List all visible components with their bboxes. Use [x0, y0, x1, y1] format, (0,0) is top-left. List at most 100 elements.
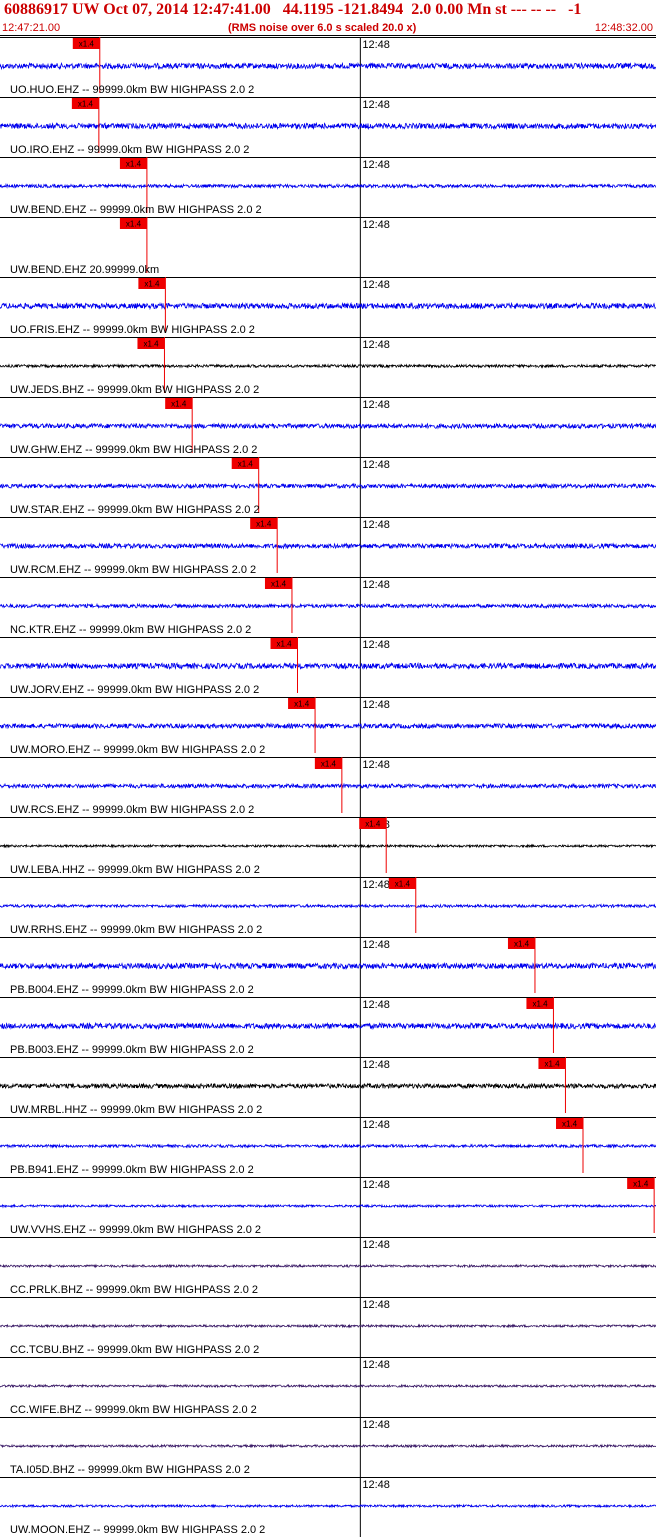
trace-panel: 12:48 x1.4 UW.BEND.EHZ -- 99999.0km BW HIG…	[0, 157, 656, 217]
pick-label: x1.4	[126, 160, 142, 169]
minute-tick-label: 12:48	[362, 159, 390, 171]
channel-label: UO.IRO.EHZ -- 99999.0km BW HIGHPASS 2.0 …	[10, 144, 249, 156]
minute-tick-label: 12:48	[362, 399, 390, 411]
header: 60886917 UW Oct 07, 2014 12:47:41.00 44.…	[0, 0, 656, 36]
waveform-trace	[0, 782, 656, 790]
waveform-trace	[0, 1383, 656, 1389]
trace-panel: 12:48 x1.4 UW.RCS.EHZ -- 99999.0km BW HIGH…	[0, 757, 656, 817]
channel-label: UW.MORO.EHZ -- 99999.0km BW HIGHPASS 2.0…	[10, 744, 265, 756]
minute-tick-label: 12:48	[362, 759, 390, 771]
minute-tick-label: 12:48	[362, 1479, 390, 1491]
trace-panel: 12:48 x1.4 UW.STAR.EHZ -- 99999.0km BW HIG…	[0, 457, 656, 517]
waveform-trace	[0, 301, 656, 311]
channel-label: UW.MRBL.HHZ -- 99999.0km BW HIGHPASS 2.0…	[10, 1104, 262, 1116]
minute-tick-label: 12:48	[362, 639, 390, 651]
waveform-trace	[0, 1021, 656, 1031]
pick-flag	[119, 158, 147, 169]
pick-label: x1.4	[271, 580, 287, 589]
pick-flag	[359, 818, 387, 829]
minute-tick-label: 12:48	[362, 879, 390, 891]
pick-flag	[538, 1058, 566, 1069]
trace-panel: 12:48 x1.4 PB.B004.EHZ -- 99999.0km BW HIG…	[0, 937, 656, 997]
minute-tick-label: 12:48	[362, 699, 390, 711]
pick-flag	[556, 1118, 584, 1129]
pick-label: x1.4	[277, 640, 293, 649]
start-time: 12:47:21.00	[2, 22, 61, 34]
channel-label: UW.LEBA.HHZ -- 99999.0km BW HIGHPASS 2.0…	[10, 864, 260, 876]
channel-label: PB.B941.EHZ -- 99999.0km BW HIGHPASS 2.0…	[10, 1164, 254, 1176]
pick-label: x1.4	[79, 40, 95, 49]
waveform-trace	[0, 542, 656, 550]
channel-label: PB.B003.EHZ -- 99999.0km BW HIGHPASS 2.0…	[10, 1044, 254, 1056]
trace-panel: 12:48 x1.4 UW.BEND.EHZ 20.99999.0km	[0, 217, 656, 277]
pick-label: x1.4	[514, 940, 530, 949]
waveform-trace	[0, 121, 656, 131]
pick-flag	[264, 578, 292, 589]
pick-flag	[270, 638, 298, 649]
minute-tick-label: 12:48	[362, 1359, 390, 1371]
pick-flag	[165, 398, 193, 409]
pick-label: x1.4	[395, 880, 411, 889]
trace-panel: 12:48 x1.4 PB.B003.EHZ -- 99999.0km BW HIG…	[0, 997, 656, 1057]
pick-label: x1.4	[633, 1180, 649, 1189]
pick-label: x1.4	[143, 340, 159, 349]
trace-panel: 12:48 x1.4 UO.IRO.EHZ -- 99999.0km BW HIGH…	[0, 97, 656, 157]
pick-flag	[137, 338, 165, 349]
pick-label: x1.4	[256, 520, 272, 529]
minute-tick-label: 12:48	[362, 279, 390, 291]
pick-flag	[314, 758, 342, 769]
pick-flag	[72, 38, 100, 49]
waveform-trace	[0, 61, 656, 71]
pick-flag	[507, 938, 535, 949]
trace-panel: 12:48 x1.4 UW.GHW.EHZ -- 99999.0km BW HIGH…	[0, 397, 656, 457]
channel-label: CC.PRLK.BHZ -- 99999.0km BW HIGHPASS 2.0…	[10, 1284, 258, 1296]
channel-label: UW.RCS.EHZ -- 99999.0km BW HIGHPASS 2.0 …	[10, 804, 254, 816]
minute-tick-label: 12:48	[362, 219, 390, 231]
minute-tick-label: 12:48	[362, 39, 390, 51]
waveform-trace	[0, 1323, 656, 1329]
minute-tick-label: 12:48	[362, 1239, 390, 1251]
waveform-trace	[0, 961, 656, 971]
waveform-trace	[0, 422, 656, 430]
trace-panel: 12:48 x1.4 UW.JEDS.BHZ -- 99999.0km BW HIG…	[0, 337, 656, 397]
trace-panel: 12:48 x1.4 UW.MRBL.HHZ -- 99999.0km BW HIG…	[0, 1057, 656, 1117]
channel-label: CC.TCBU.BHZ -- 99999.0km BW HIGHPASS 2.0…	[10, 1344, 259, 1356]
channel-label: UW.VVHS.EHZ -- 99999.0km BW HIGHPASS 2.0…	[10, 1224, 261, 1236]
waveform-trace	[0, 843, 656, 849]
end-time: 12:48:32.00	[594, 22, 653, 34]
trace-panel: 12:48 x1.4 UW.RRHS.EHZ -- 99999.0km BW HIG…	[0, 877, 656, 937]
minute-tick-label: 12:48	[362, 939, 390, 951]
minute-tick-label: 12:48	[362, 1299, 390, 1311]
pick-label: x1.4	[365, 820, 381, 829]
waveform-trace	[0, 722, 656, 730]
pick-label: x1.4	[144, 280, 160, 289]
channel-label: UW.STAR.EHZ -- 99999.0km BW HIGHPASS 2.0…	[10, 504, 260, 516]
trace-panel: 12:48 x1.4 UW.MORO.EHZ -- 99999.0km BW HIG…	[0, 697, 656, 757]
channel-label: UO.HUO.EHZ -- 99999.0km BW HIGHPASS 2.0 …	[10, 84, 254, 96]
pick-label: x1.4	[562, 1120, 578, 1129]
channel-label: UW.RRHS.EHZ -- 99999.0km BW HIGHPASS 2.0…	[10, 924, 262, 936]
minute-tick-label: 12:48	[362, 519, 390, 531]
pick-label: x1.4	[171, 400, 187, 409]
waveform-trace	[0, 1082, 656, 1090]
trace-panel: 12:48 x1.4 UW.JORV.EHZ -- 99999.0km BW HIG…	[0, 637, 656, 697]
channel-label: UW.RCM.EHZ -- 99999.0km BW HIGHPASS 2.0 …	[10, 564, 256, 576]
minute-tick-label: 12:48	[362, 99, 390, 111]
trace-panel: 12:48 x1.4 UW.VVHS.EHZ -- 99999.0km BW HIG…	[0, 1177, 656, 1237]
waveform-trace	[0, 903, 656, 909]
minute-tick-label: 12:48	[362, 459, 390, 471]
waveform-trace	[0, 1503, 656, 1509]
pick-flag	[231, 458, 259, 469]
waveform-trace	[0, 1443, 656, 1449]
waveform-trace	[0, 182, 656, 190]
waveform-trace	[0, 482, 656, 490]
pick-flag	[119, 218, 147, 229]
pick-flag	[526, 998, 554, 1009]
trace-panel: 12:48 x1.4 UO.FRIS.EHZ -- 99999.0km BW HIG…	[0, 277, 656, 337]
pick-flag	[627, 1178, 655, 1189]
pick-label: x1.4	[294, 700, 310, 709]
minute-tick-label: 12:48	[362, 1059, 390, 1071]
trace-panel: 12:48 x1.4 UW.RCM.EHZ -- 99999.0km BW HIGH…	[0, 517, 656, 577]
pick-label: x1.4	[321, 760, 337, 769]
